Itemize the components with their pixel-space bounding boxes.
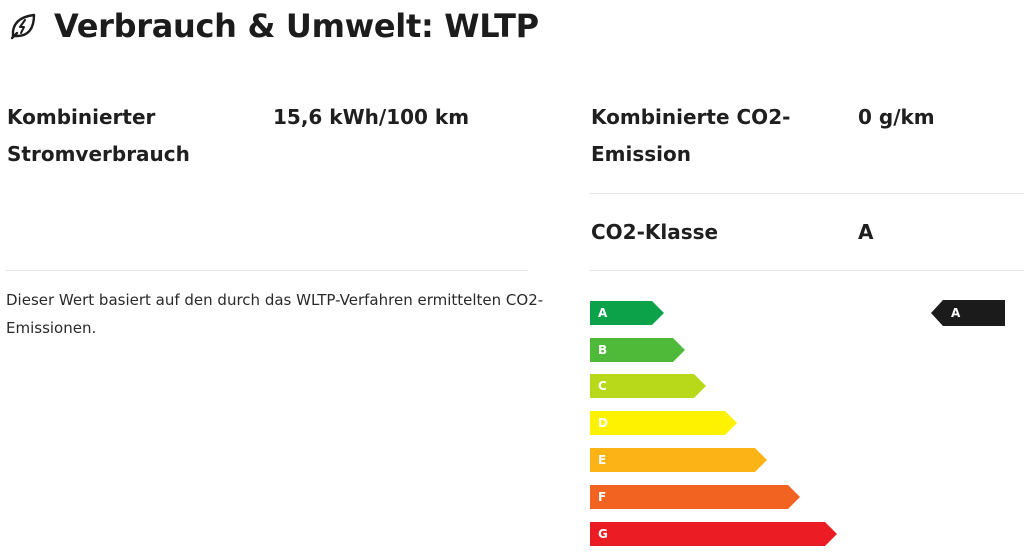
energy-bar-c: C bbox=[590, 374, 706, 398]
energy-class-marker-letter: A bbox=[951, 306, 961, 320]
consumption-value: 15,6 kWh/100 km bbox=[273, 105, 470, 129]
energy-bar-g: G bbox=[590, 522, 837, 546]
energy-bar-f: F bbox=[590, 485, 800, 509]
energy-bar-e-letter: E bbox=[598, 453, 607, 467]
divider-left bbox=[6, 270, 528, 271]
energy-bar-b: B bbox=[590, 338, 685, 362]
section-header: Verbrauch & Umwelt: WLTP bbox=[8, 4, 539, 48]
energy-bar-a: A bbox=[590, 301, 664, 325]
consumption-label-line1: Kombinierter bbox=[7, 105, 156, 129]
energy-bar-d: D bbox=[590, 411, 737, 435]
divider-right-1 bbox=[590, 193, 1024, 194]
page-title: Verbrauch & Umwelt: WLTP bbox=[54, 7, 539, 45]
energy-bar-f-letter: F bbox=[598, 490, 607, 504]
energy-class-marker: A bbox=[931, 300, 1005, 326]
energy-bar-c-letter: C bbox=[598, 379, 607, 393]
divider-right-2 bbox=[590, 270, 1024, 271]
co2-class-value: A bbox=[858, 220, 874, 244]
leaf-bolt-icon bbox=[10, 13, 36, 40]
consumption-label-line2: Stromverbrauch bbox=[7, 142, 190, 166]
consumption-label: Kombinierter Stromverbrauch bbox=[7, 99, 190, 173]
energy-bar-d-letter: D bbox=[598, 416, 608, 430]
energy-bar-b-letter: B bbox=[598, 343, 608, 357]
emission-label-line2: Emission bbox=[591, 142, 691, 166]
wltp-note: Dieser Wert basiert auf den durch das WL… bbox=[6, 291, 544, 337]
emission-value: 0 g/km bbox=[858, 105, 935, 129]
energy-bar-e: E bbox=[590, 448, 767, 472]
energy-bar-g-letter: G bbox=[598, 527, 608, 541]
emission-label: Kombinierte CO2- Emission bbox=[591, 99, 790, 173]
emission-label-line1: Kombinierte CO2- bbox=[591, 105, 791, 129]
co2-class-label: CO2-Klasse bbox=[591, 220, 719, 244]
energy-bar-a-letter: A bbox=[598, 306, 608, 320]
